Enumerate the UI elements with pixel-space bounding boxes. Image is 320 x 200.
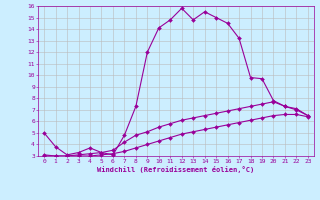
X-axis label: Windchill (Refroidissement éolien,°C): Windchill (Refroidissement éolien,°C) [97, 166, 255, 173]
